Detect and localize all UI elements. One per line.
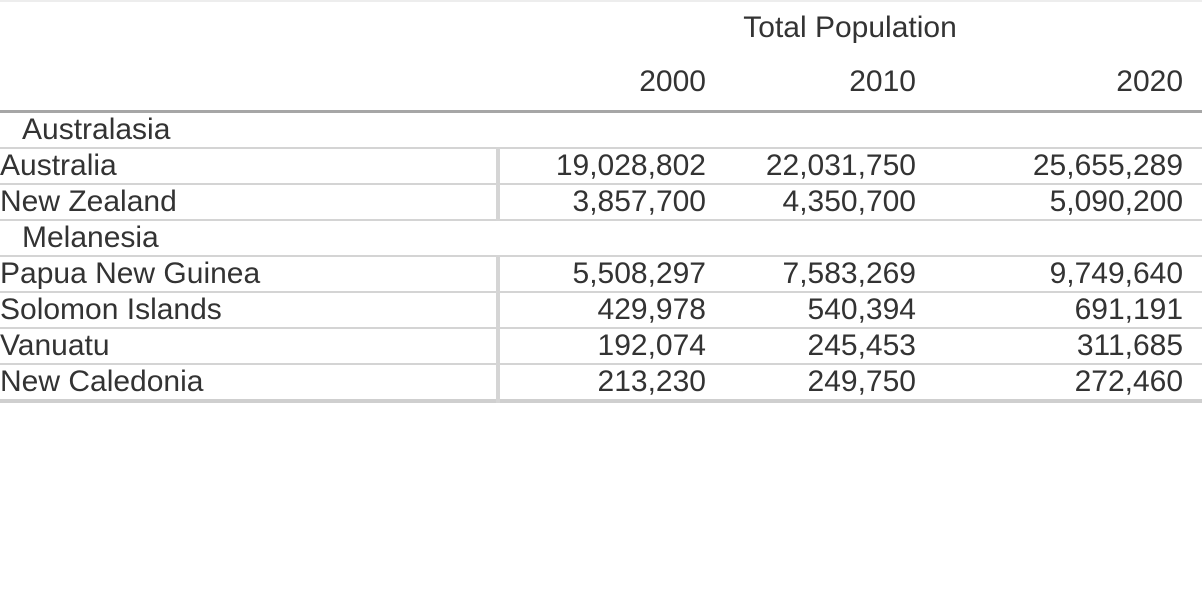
cell-value: 691,191	[1074, 293, 1184, 326]
cell-value: 9,749,640	[1049, 257, 1184, 290]
spanner-row: Total Population	[0, 1, 1202, 54]
row-label: Vanuatu	[0, 328, 500, 364]
cell-value: 429,978	[597, 293, 706, 326]
table-row-papua-new-guinea: Papua New Guinea 5,508,297 7,583,269 9,7…	[0, 256, 1202, 292]
group-row-australasia: Australasia	[0, 112, 1202, 149]
group-row-melanesia: Melanesia	[0, 220, 1202, 256]
column-header-2000: 2000	[639, 65, 706, 98]
cell-value: 25,655,289	[1032, 149, 1184, 182]
cell-value: 7,583,269	[782, 257, 916, 290]
group-label: Australasia	[22, 113, 171, 146]
cell-value: 5,090,200	[1049, 185, 1184, 218]
stub-header-empty	[0, 54, 498, 112]
cell-value: 311,685	[1076, 329, 1184, 362]
column-header-row: 2000 2010 2020	[0, 54, 1202, 112]
column-header-2020: 2020	[1116, 65, 1184, 98]
table-row-vanuatu: Vanuatu 192,074 245,453 311,685	[0, 328, 1202, 364]
table-header: Total Population 2000 2010 2020	[0, 1, 1202, 112]
population-table: Total Population 2000 2010 2020 Australa…	[0, 0, 1202, 403]
row-label: New Zealand	[0, 184, 500, 220]
cell-value: 213,230	[597, 365, 706, 398]
row-label: New Caledonia	[0, 364, 500, 401]
cell-value: 272,460	[1074, 365, 1184, 398]
cell-value: 3,857,700	[572, 185, 706, 218]
column-header-2010: 2010	[849, 65, 916, 98]
group-label: Melanesia	[22, 221, 159, 254]
row-label: Solomon Islands	[0, 292, 500, 328]
cell-value: 192,074	[597, 329, 706, 362]
table-row-new-caledonia: New Caledonia 213,230 249,750 272,460	[0, 364, 1202, 401]
row-label: Australia	[0, 148, 500, 184]
spanner-label: Total Population	[743, 11, 957, 44]
table-row-solomon-islands: Solomon Islands 429,978 540,394 691,191	[0, 292, 1202, 328]
cell-value: 4,350,700	[782, 185, 916, 218]
table-row-australia: Australia 19,028,802 22,031,750 25,655,2…	[0, 148, 1202, 184]
cell-value: 22,031,750	[765, 149, 916, 182]
table-body: Australasia Australia 19,028,802 22,031,…	[0, 112, 1202, 401]
cell-value: 540,394	[807, 293, 916, 326]
cell-value: 245,453	[807, 329, 916, 362]
cell-value: 249,750	[807, 365, 916, 398]
stub-header-empty	[0, 1, 498, 54]
row-label: Papua New Guinea	[0, 256, 500, 292]
table-row-new-zealand: New Zealand 3,857,700 4,350,700 5,090,20…	[0, 184, 1202, 220]
cell-value: 5,508,297	[572, 257, 706, 290]
cell-value: 19,028,802	[555, 149, 706, 182]
